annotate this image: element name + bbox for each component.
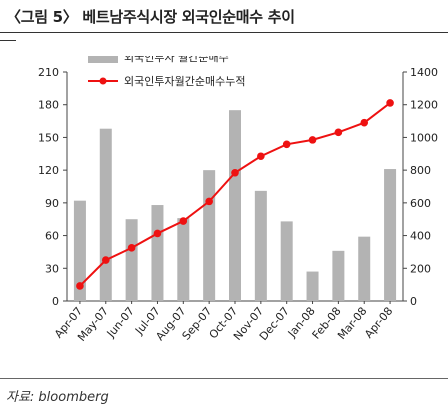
right-tick-label: 200	[410, 262, 431, 275]
bar	[306, 271, 319, 301]
line-point	[101, 256, 110, 264]
right-tick-label: 600	[410, 197, 431, 210]
line-point	[127, 244, 136, 252]
line-point	[360, 118, 369, 127]
bar	[203, 170, 216, 301]
source-note: 자료: bloomberg	[6, 390, 109, 405]
x-tick-label: Apr-08	[362, 305, 395, 341]
right-tick-label: 1000	[410, 131, 438, 144]
line-point	[179, 217, 188, 225]
right-tick-label: 0	[410, 295, 417, 308]
right-tick-label: 1200	[410, 99, 438, 112]
line-point	[205, 197, 213, 206]
left-tick-label: 210	[38, 66, 59, 79]
bar	[177, 218, 190, 301]
bar	[332, 250, 345, 301]
left-axis-ticks: 0 30 60 90 120 150 180 210	[38, 66, 67, 308]
left-tick-label: 120	[38, 164, 59, 177]
bar	[280, 221, 293, 301]
title-rule	[0, 32, 448, 33]
x-axis-ticks: Apr-07May-07Jun-07Jul-07Aug-07Sep-07Oct-…	[52, 301, 395, 344]
legend: 외국인투자 월간순매수 외국인투자월간순매수누적	[88, 56, 245, 88]
right-axis-ticks: 0 200 400 600 800 1000 1200 1400	[403, 66, 438, 308]
legend-bar-label: 외국인투자 월간순매수	[124, 56, 229, 64]
left-tick-label: 150	[38, 131, 59, 144]
title-tick-mark	[0, 40, 16, 41]
line-point	[334, 128, 343, 137]
figure-title: 〈그림 5〉 베트남주식시장 외국인순매수 추이	[6, 8, 295, 26]
bar	[229, 110, 241, 301]
line-point	[308, 136, 317, 144]
bar-series	[73, 110, 397, 301]
legend-bar-swatch	[88, 56, 118, 63]
bar	[151, 205, 164, 301]
line-point	[76, 282, 84, 290]
left-tick-label: 90	[45, 197, 59, 210]
left-tick-label: 30	[45, 262, 59, 275]
line-point	[231, 168, 239, 177]
bar	[254, 190, 267, 301]
line-point	[257, 152, 265, 161]
left-tick-label: 60	[45, 230, 59, 243]
legend-line-label: 외국인투자월간순매수누적	[124, 75, 245, 88]
chart: 0 30 60 90 120 150 180 210 0 200 400 600 800 1000 120…	[38, 56, 438, 344]
x-tick-label: Jun-07	[104, 305, 137, 341]
left-tick-label: 0	[52, 295, 59, 308]
line-point	[153, 229, 162, 238]
line-series	[76, 99, 394, 290]
bar	[125, 219, 138, 301]
bar	[73, 200, 86, 301]
right-tick-label: 800	[410, 164, 431, 177]
left-tick-label: 180	[38, 99, 59, 112]
bar	[358, 236, 371, 301]
bar	[384, 169, 397, 301]
right-tick-label: 1400	[410, 66, 438, 79]
bottom-rule	[0, 378, 448, 379]
bar	[99, 128, 112, 301]
line-point	[282, 140, 291, 149]
legend-line-marker	[99, 77, 107, 85]
line-point	[386, 99, 394, 107]
right-tick-label: 400	[410, 230, 431, 243]
